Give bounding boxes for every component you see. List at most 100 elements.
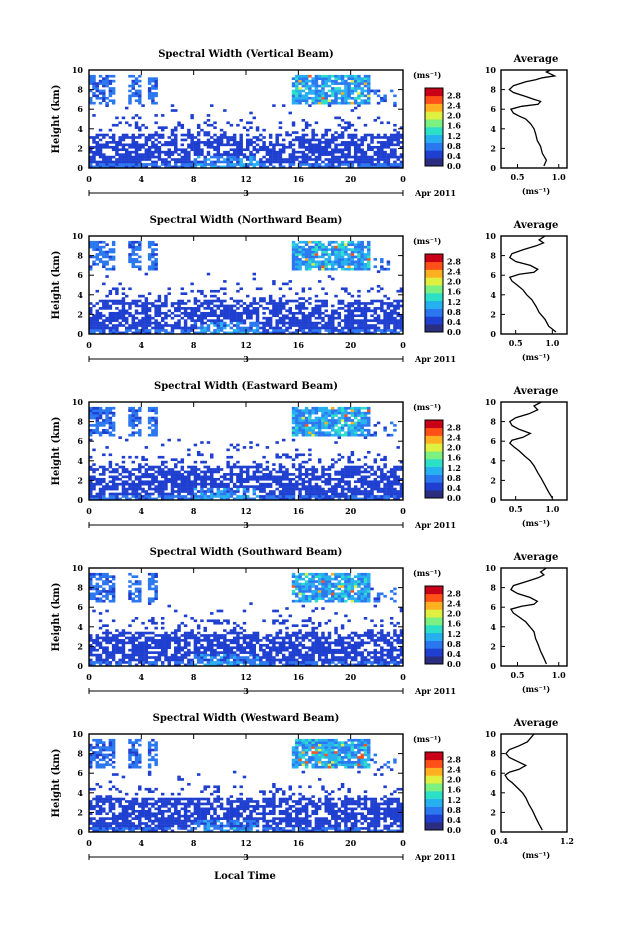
colorbar-tick-label: 1.2 — [447, 297, 461, 307]
heatmap-cell — [295, 331, 299, 335]
heatmap-cell — [389, 148, 394, 152]
heatmap-cell — [98, 240, 103, 244]
heatmap-cell — [314, 158, 319, 161]
heatmap-cell — [92, 477, 96, 481]
heatmap-cell — [187, 133, 191, 137]
heatmap-cell — [141, 631, 145, 635]
heatmap-cell — [206, 158, 211, 161]
heatmap-cell — [105, 414, 109, 417]
heatmap-cell — [311, 406, 315, 410]
heatmap-cell — [95, 428, 100, 432]
heatmap-cell — [190, 138, 194, 142]
heatmap-cell — [124, 143, 129, 147]
heatmap-cell — [278, 485, 283, 488]
y-tick-label: 6 — [77, 104, 83, 114]
heatmap-cell — [344, 160, 348, 164]
colorbar-swatch — [425, 88, 443, 97]
heatmap-cell — [252, 153, 257, 156]
heatmap-cell — [389, 304, 394, 308]
heatmap-cell — [95, 577, 100, 581]
heatmap-cell — [147, 597, 152, 601]
heatmap-cell — [265, 321, 270, 325]
heatmap-cell — [216, 289, 221, 293]
heatmap-cell — [111, 592, 116, 596]
heatmap-cell — [226, 477, 230, 481]
heatmap-cell — [327, 79, 332, 83]
panel-title: Spectral Width (Northward Beam) — [150, 215, 343, 226]
heatmap-cell — [144, 319, 149, 322]
heatmap-cell — [200, 316, 204, 320]
heatmap-cell — [236, 307, 240, 310]
heatmap-cell — [347, 96, 351, 100]
date-month-year-label: Apr 2011 — [414, 520, 456, 530]
heatmap-cell — [340, 250, 345, 254]
heatmap-cell — [337, 265, 342, 269]
heatmap-cell — [347, 475, 351, 479]
heatmap-cell — [275, 321, 279, 325]
heatmap-cell — [121, 485, 126, 488]
heatmap-cell — [95, 592, 100, 596]
heatmap-cell — [298, 304, 302, 308]
heatmap-cell — [321, 465, 325, 469]
heatmap-cell — [131, 460, 135, 464]
heatmap-cell — [347, 433, 351, 437]
heatmap-cell — [151, 92, 155, 95]
colorbar-swatch — [425, 103, 443, 112]
heatmap-cell — [229, 160, 234, 164]
heatmap-cell — [219, 143, 224, 147]
heatmap-cell — [396, 158, 400, 161]
heatmap-cell — [275, 302, 279, 305]
heatmap-cell — [367, 485, 371, 488]
heatmap-cell — [121, 460, 126, 464]
heatmap-cell — [347, 329, 351, 332]
heatmap-cell — [190, 307, 194, 310]
heatmap-cell — [216, 490, 221, 493]
heatmap-cell — [170, 316, 175, 320]
heatmap-cell — [105, 590, 109, 593]
heatmap-cell — [124, 475, 129, 479]
heatmap-cell — [98, 431, 103, 435]
heatmap-cell — [187, 482, 191, 486]
heatmap-cell — [246, 480, 250, 484]
heatmap-cell — [124, 321, 129, 325]
heatmap-cell — [347, 490, 351, 493]
heatmap-cell — [193, 473, 198, 476]
heatmap-cell — [340, 96, 345, 100]
heatmap-cell — [144, 155, 149, 159]
heatmap-cell — [105, 145, 109, 149]
heatmap-cell — [92, 153, 96, 156]
heatmap-cell — [337, 101, 342, 105]
heatmap-cell — [131, 414, 135, 417]
heatmap-cell — [317, 77, 322, 80]
heatmap-cell — [151, 433, 155, 437]
heatmap-cell — [281, 487, 286, 491]
heatmap-cell — [236, 473, 240, 476]
heatmap-cell — [340, 243, 345, 246]
heatmap-cell — [180, 311, 185, 315]
heatmap-cell — [321, 324, 325, 327]
heatmap-cell — [367, 84, 371, 88]
heatmap-cell — [298, 419, 302, 422]
heatmap-cell — [105, 324, 109, 327]
heatmap-cell — [203, 165, 207, 169]
heatmap-cell — [337, 482, 342, 486]
heatmap-cell — [180, 480, 185, 484]
heatmap-cell — [210, 468, 214, 471]
heatmap-cell — [170, 304, 175, 308]
heatmap-cell — [134, 94, 139, 98]
heatmap-cell — [353, 302, 358, 305]
heatmap-cell — [210, 104, 214, 107]
heatmap-cell — [386, 121, 391, 125]
heatmap-cell — [311, 426, 315, 430]
heatmap-cell — [98, 148, 103, 152]
heatmap-cell — [347, 260, 351, 264]
heatmap-cell — [92, 597, 96, 601]
heatmap-cell — [170, 482, 175, 486]
heatmap-cell — [295, 406, 299, 410]
heatmap-cell — [183, 292, 188, 295]
heatmap-cell — [105, 651, 109, 654]
heatmap-cell — [272, 311, 276, 315]
heatmap-cell — [108, 406, 113, 410]
heatmap-cell — [147, 646, 152, 650]
heatmap-cell — [134, 136, 139, 139]
